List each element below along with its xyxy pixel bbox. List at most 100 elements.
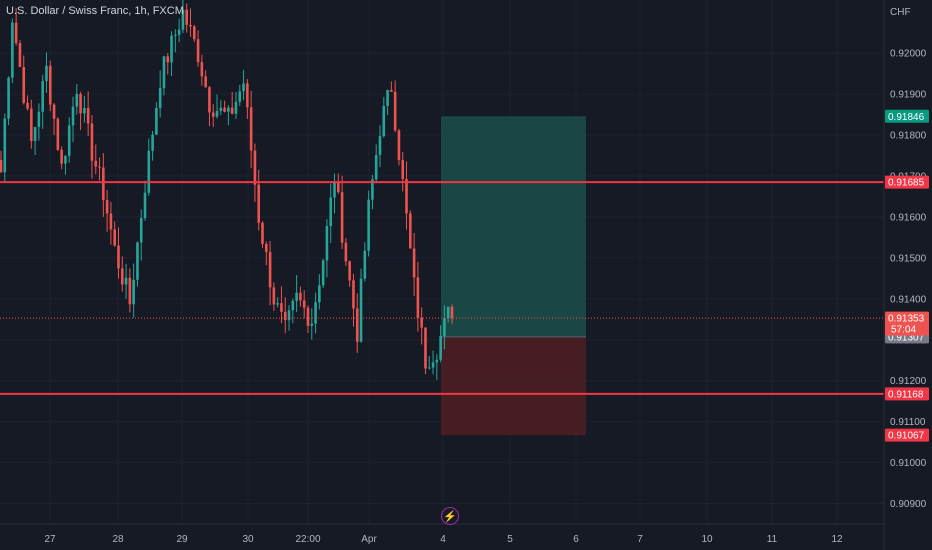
candle-body	[22, 66, 26, 103]
candle-body	[109, 213, 113, 230]
candle-body	[174, 34, 177, 36]
y-tick-label: 0.91800	[890, 131, 927, 142]
current-price-tag-bg	[885, 311, 929, 336]
candle-body	[264, 243, 268, 252]
candle-body	[348, 261, 351, 281]
candle-body	[412, 248, 416, 278]
candle-body	[439, 336, 442, 360]
candle-body	[280, 303, 283, 312]
price-axis-bg	[884, 0, 932, 550]
candle-body	[314, 302, 317, 324]
candle-body	[310, 323, 314, 326]
candle-body	[18, 43, 22, 67]
candle-body	[329, 197, 333, 227]
candle-body	[177, 29, 181, 35]
y-tick-label: 0.91500	[890, 253, 927, 264]
y-tick-label: 0.91400	[890, 294, 927, 305]
x-tick-label: 22:00	[295, 534, 320, 545]
candle-body	[48, 65, 52, 105]
candle-body	[291, 300, 295, 311]
candle-body	[424, 327, 427, 369]
line-price-tag: 0.91168	[888, 389, 924, 400]
candle-body	[33, 127, 37, 142]
candle-body	[67, 125, 71, 156]
candle-body	[401, 159, 405, 180]
candle-body	[227, 107, 230, 112]
candle-body	[261, 222, 264, 244]
candle-body	[166, 56, 170, 63]
candle-body	[287, 310, 291, 321]
candle-body	[105, 200, 109, 214]
candle-body	[242, 83, 245, 92]
x-tick-label: 30	[242, 534, 254, 545]
current-price-tag: 0.91353	[888, 314, 925, 325]
position-tool	[441, 116, 586, 436]
candle-body	[238, 91, 242, 102]
candle-body	[189, 24, 192, 27]
position-price-tag: 0.91067	[888, 431, 925, 442]
candle-body	[155, 108, 158, 135]
position-price-tag-bg	[885, 428, 929, 442]
candle-body	[120, 268, 124, 285]
candle-body	[371, 179, 374, 200]
candle-body	[90, 123, 94, 161]
candle-body	[181, 9, 185, 30]
candle-body	[409, 213, 412, 249]
candle-body	[3, 118, 7, 173]
candle-body	[390, 89, 393, 92]
candle-body	[295, 292, 298, 301]
candle-body	[211, 112, 215, 117]
candle-body	[355, 308, 359, 342]
candle-body	[117, 245, 120, 269]
currency-label: CHF	[890, 7, 911, 18]
lightning-bolt-icon[interactable]: ⚡	[441, 507, 459, 525]
candle-body	[223, 107, 226, 112]
x-tick-label: 4	[440, 534, 446, 545]
candle-body	[450, 306, 454, 319]
y-tick-label: 0.91100	[890, 417, 926, 428]
candle-body	[151, 134, 154, 151]
candle-body	[71, 106, 75, 126]
candlestick-series	[0, 0, 454, 380]
candle-body	[147, 150, 151, 193]
candle-body	[30, 108, 33, 142]
candle-body	[200, 62, 204, 77]
candle-body	[113, 229, 116, 246]
candle-body	[185, 9, 189, 25]
candle-body	[306, 307, 310, 326]
candle-body	[325, 226, 329, 261]
candle-body	[382, 106, 386, 137]
candle-body	[253, 150, 257, 185]
candle-body	[139, 218, 143, 243]
stop-zone	[441, 336, 586, 436]
candle-body	[26, 102, 29, 109]
candle-body	[344, 242, 348, 262]
candle-body	[136, 242, 139, 280]
candle-body	[405, 179, 408, 214]
candle-body	[98, 166, 101, 168]
candle-body	[143, 192, 147, 219]
y-tick-label: 0.91200	[890, 376, 927, 387]
target-zone	[441, 116, 586, 337]
line-price-tag-bg	[885, 175, 929, 189]
x-tick-label: 10	[701, 534, 713, 545]
candle-body	[367, 199, 370, 251]
candle-body	[52, 104, 56, 119]
candle-body	[41, 81, 44, 112]
candle-body	[363, 250, 367, 279]
candle-body	[276, 303, 279, 305]
x-tick-label: 6	[573, 534, 579, 545]
x-tick-label: 7	[637, 534, 643, 545]
candle-body	[64, 155, 67, 164]
candle-body	[94, 160, 98, 167]
candle-body	[86, 107, 90, 124]
candle-body	[416, 277, 420, 318]
candle-body	[386, 89, 389, 107]
candle-body	[268, 251, 272, 288]
y-tick-label: 0.90900	[890, 499, 927, 510]
position-price-tag-bg	[885, 109, 929, 123]
candle-body	[374, 154, 378, 180]
candle-body	[60, 149, 63, 164]
candle-body	[158, 88, 162, 109]
